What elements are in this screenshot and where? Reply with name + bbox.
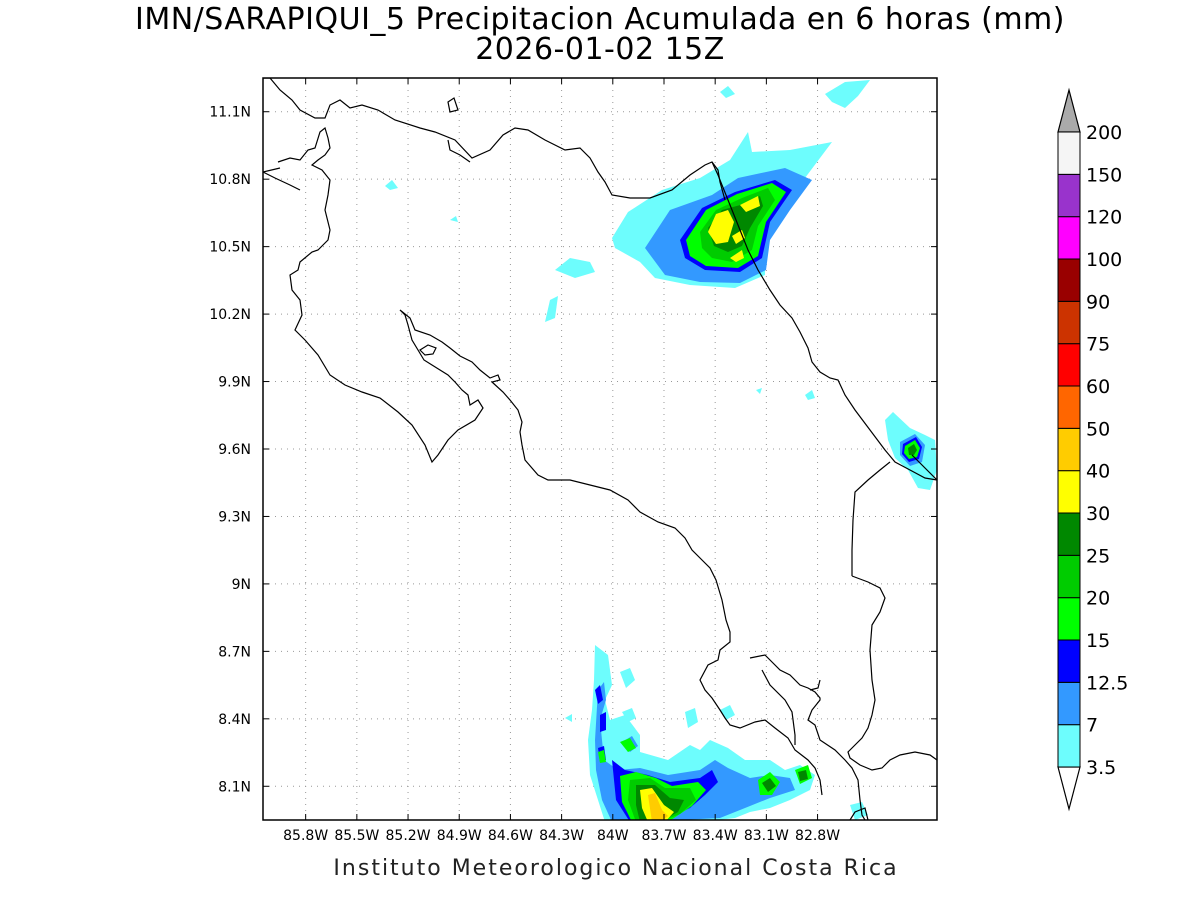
lon-tick-label: 85.5W	[334, 828, 379, 844]
precip-cluster-east	[885, 412, 937, 490]
lat-tick-label: 10.5N	[209, 240, 251, 256]
colorbar-label: 120	[1086, 207, 1122, 229]
lat-tick-label: 9N	[232, 577, 251, 593]
colorbar-arrow-high	[1057, 87, 1081, 133]
colorbar-segment	[1057, 173, 1081, 218]
colorbar-label: 20	[1086, 588, 1110, 610]
lat-tick-label: 8.4N	[218, 712, 251, 728]
lat-tick-label: 9.3N	[218, 509, 251, 525]
colorbar-segment	[1057, 597, 1081, 641]
colorbar-label: 90	[1086, 291, 1110, 313]
lat-tick-label: 8.1N	[218, 779, 251, 795]
colorbar-segment	[1057, 258, 1081, 302]
colorbar-segment	[1057, 681, 1081, 726]
lat-tick-label: 8.7N	[218, 644, 251, 660]
colorbar-label: 7	[1086, 715, 1098, 737]
colorbar-segment	[1057, 427, 1081, 472]
colorbar-label: 150	[1086, 164, 1122, 186]
colorbar-label: 200	[1086, 122, 1122, 144]
lat-tick-label: 10.2N	[209, 307, 251, 323]
colorbar-label: 75	[1086, 334, 1110, 356]
lon-tick-label: 83.4W	[693, 828, 738, 844]
colorbar-label: 100	[1086, 249, 1122, 271]
colorbar-label: 30	[1086, 503, 1110, 525]
colorbar-segment	[1057, 300, 1081, 345]
latitude-tick-labels: 8.1N 8.4N 8.7N 9N 9.3N 9.6N 9.9N 10.2N 10.5N 10.8…	[209, 105, 937, 795]
lon-tick-label: 85.2W	[386, 828, 431, 844]
precipitation-field	[385, 80, 937, 820]
colorbar-label: 3.5	[1086, 757, 1116, 779]
lat-tick-label: 9.6N	[218, 442, 251, 458]
longitude-tick-labels: 85.8W 85.5W 85.2W 84.9W 84.6W 84.3W 84W 83.7W 83…	[283, 78, 840, 844]
lat-tick-label: 11.1N	[209, 105, 251, 121]
colorbar-label: 15	[1086, 630, 1110, 652]
colorbar-segment	[1057, 512, 1081, 556]
map-title: IMN/SARAPIQUI_5 Precipitacion Acumulada …	[135, 2, 1065, 37]
colorbar-segment	[1057, 385, 1081, 429]
map-subtitle: 2026-01-02 15Z	[475, 32, 725, 67]
precip-cluster-south	[565, 645, 868, 820]
lon-tick-label: 84.9W	[437, 828, 482, 844]
colorbar-segment	[1057, 724, 1081, 768]
footer-credit: Instituto Meteorologico Nacional Costa R…	[333, 856, 899, 881]
colorbar: 3.5 7 12.5 15 20 25 30 40 50 60 75 90 100 120 150 200	[1057, 87, 1128, 812]
lon-tick-label: 85.8W	[283, 828, 328, 844]
colorbar-segment	[1057, 131, 1081, 175]
precip-cluster-north	[385, 80, 870, 400]
colorbar-segment	[1057, 470, 1081, 514]
lon-tick-label: 84W	[597, 828, 629, 844]
lon-tick-label: 84.3W	[539, 828, 584, 844]
colorbar-segment	[1057, 216, 1081, 260]
coastline-borders	[263, 78, 937, 820]
lon-tick-label: 83.1W	[744, 828, 789, 844]
lon-tick-label: 84.6W	[488, 828, 533, 844]
lat-tick-label: 9.9N	[218, 375, 251, 391]
lon-tick-label: 82.8W	[795, 828, 840, 844]
colorbar-segment	[1057, 343, 1081, 387]
colorbar-label: 25	[1086, 545, 1110, 567]
colorbar-label: 40	[1086, 461, 1110, 483]
colorbar-arrow-low	[1057, 766, 1081, 812]
colorbar-segment	[1057, 639, 1081, 683]
colorbar-label: 60	[1086, 376, 1110, 398]
colorbar-label: 50	[1086, 418, 1110, 440]
lat-tick-label: 10.8N	[209, 172, 251, 188]
colorbar-label: 12.5	[1086, 672, 1128, 694]
lon-tick-label: 83.7W	[641, 828, 686, 844]
colorbar-segment	[1057, 554, 1081, 599]
